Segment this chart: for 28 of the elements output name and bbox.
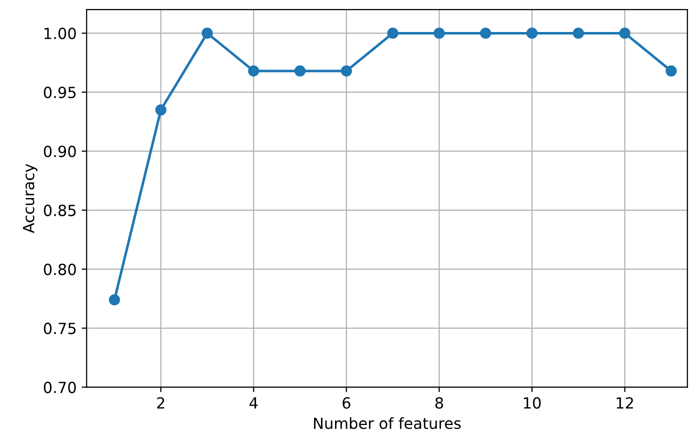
- y-tick-label: 0.80: [44, 264, 76, 276]
- point: [155, 104, 166, 116]
- point: [248, 65, 260, 77]
- point: [294, 65, 306, 77]
- point: [572, 28, 584, 39]
- y-tick-label: 0.70: [44, 382, 76, 394]
- point: [434, 28, 445, 39]
- y-tick-label: 0.90: [44, 146, 76, 158]
- x-tick-label: 6: [342, 397, 350, 409]
- x-tick-label: 8: [435, 397, 444, 409]
- point: [619, 28, 630, 39]
- y-tick-label: 0.75: [44, 322, 76, 334]
- point: [202, 28, 213, 39]
- x-tick-label: 12: [616, 397, 633, 408]
- x-tick-label: 10: [524, 397, 541, 409]
- point: [340, 65, 352, 77]
- x-axis-title: Number of features: [314, 417, 461, 430]
- x-tick-label: 4: [250, 397, 258, 408]
- y-tick-label: 0.85: [44, 204, 76, 216]
- y-tick-label: 1.00: [44, 28, 76, 40]
- point: [387, 28, 398, 39]
- point: [108, 294, 120, 306]
- point: [526, 28, 538, 39]
- y-tick-label: 0.95: [44, 86, 76, 98]
- point: [666, 65, 677, 77]
- y-axis-title: Accuracy: [22, 164, 38, 234]
- x-tick-label: 2: [157, 397, 164, 408]
- point: [480, 28, 492, 39]
